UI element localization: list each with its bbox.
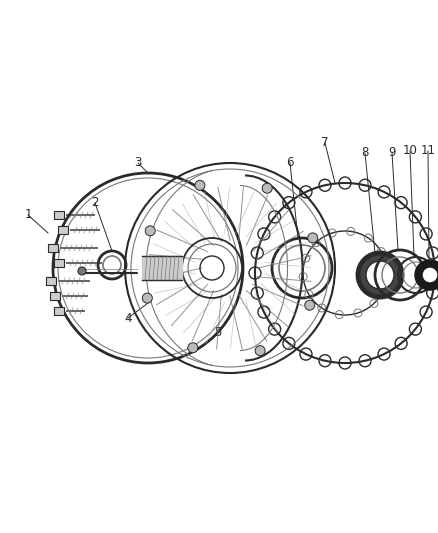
Circle shape (255, 346, 265, 356)
Text: 2: 2 (91, 197, 99, 209)
Circle shape (305, 300, 315, 310)
Text: 10: 10 (403, 144, 417, 157)
Circle shape (307, 233, 318, 243)
Circle shape (416, 261, 438, 289)
Circle shape (195, 180, 205, 190)
Bar (50, 292, 60, 300)
Text: 8: 8 (361, 147, 369, 159)
Text: 9: 9 (388, 147, 396, 159)
Circle shape (262, 183, 272, 193)
Text: 7: 7 (321, 136, 329, 149)
Circle shape (366, 261, 394, 289)
Circle shape (188, 343, 198, 353)
Circle shape (358, 253, 402, 297)
Bar (54, 259, 64, 267)
Bar (58, 226, 68, 234)
Bar (46, 277, 56, 285)
Bar (54, 211, 64, 219)
Circle shape (142, 293, 152, 303)
Text: 6: 6 (286, 157, 294, 169)
Bar (54, 307, 64, 315)
Circle shape (78, 267, 86, 275)
Text: 4: 4 (124, 311, 132, 325)
Text: 3: 3 (134, 157, 141, 169)
Text: 11: 11 (420, 144, 435, 157)
Circle shape (145, 226, 155, 236)
Text: 5: 5 (214, 327, 222, 340)
Text: 1: 1 (24, 208, 32, 222)
Circle shape (422, 267, 438, 283)
Bar (48, 244, 58, 252)
